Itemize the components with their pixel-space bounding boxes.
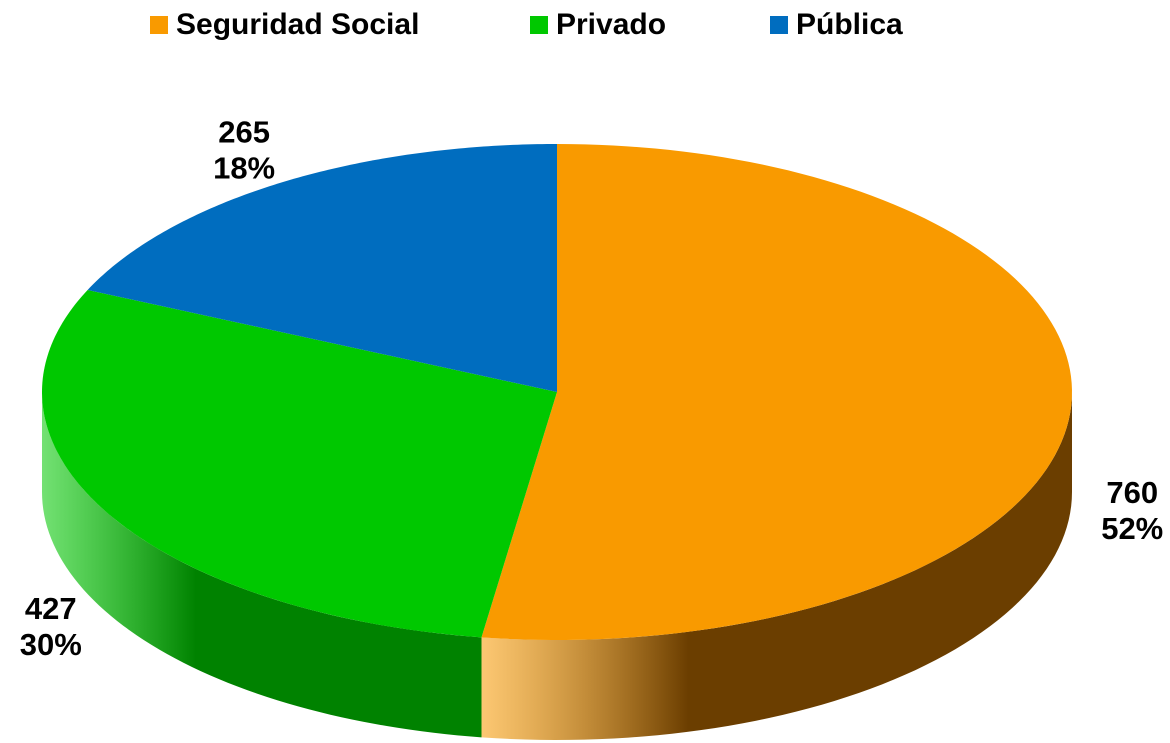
- legend-label: Privado: [556, 8, 666, 41]
- legend-swatch: [150, 16, 168, 34]
- data-label: 265: [218, 115, 270, 150]
- percent-label: 18%: [213, 151, 275, 186]
- pie-slice: [87, 144, 558, 392]
- pie-slice: [481, 144, 1072, 640]
- pie-slice: [42, 289, 557, 638]
- data-label: 760: [1106, 475, 1158, 510]
- pie-side: [42, 392, 482, 738]
- percent-label: 30%: [20, 627, 82, 662]
- legend-swatch: [770, 16, 788, 34]
- data-label: 427: [25, 591, 77, 626]
- legend-swatch: [530, 16, 548, 34]
- percent-label: 52%: [1101, 511, 1163, 546]
- legend-label: Seguridad Social: [176, 8, 419, 41]
- pie-side: [481, 392, 1072, 740]
- legend-label: Pública: [796, 8, 903, 41]
